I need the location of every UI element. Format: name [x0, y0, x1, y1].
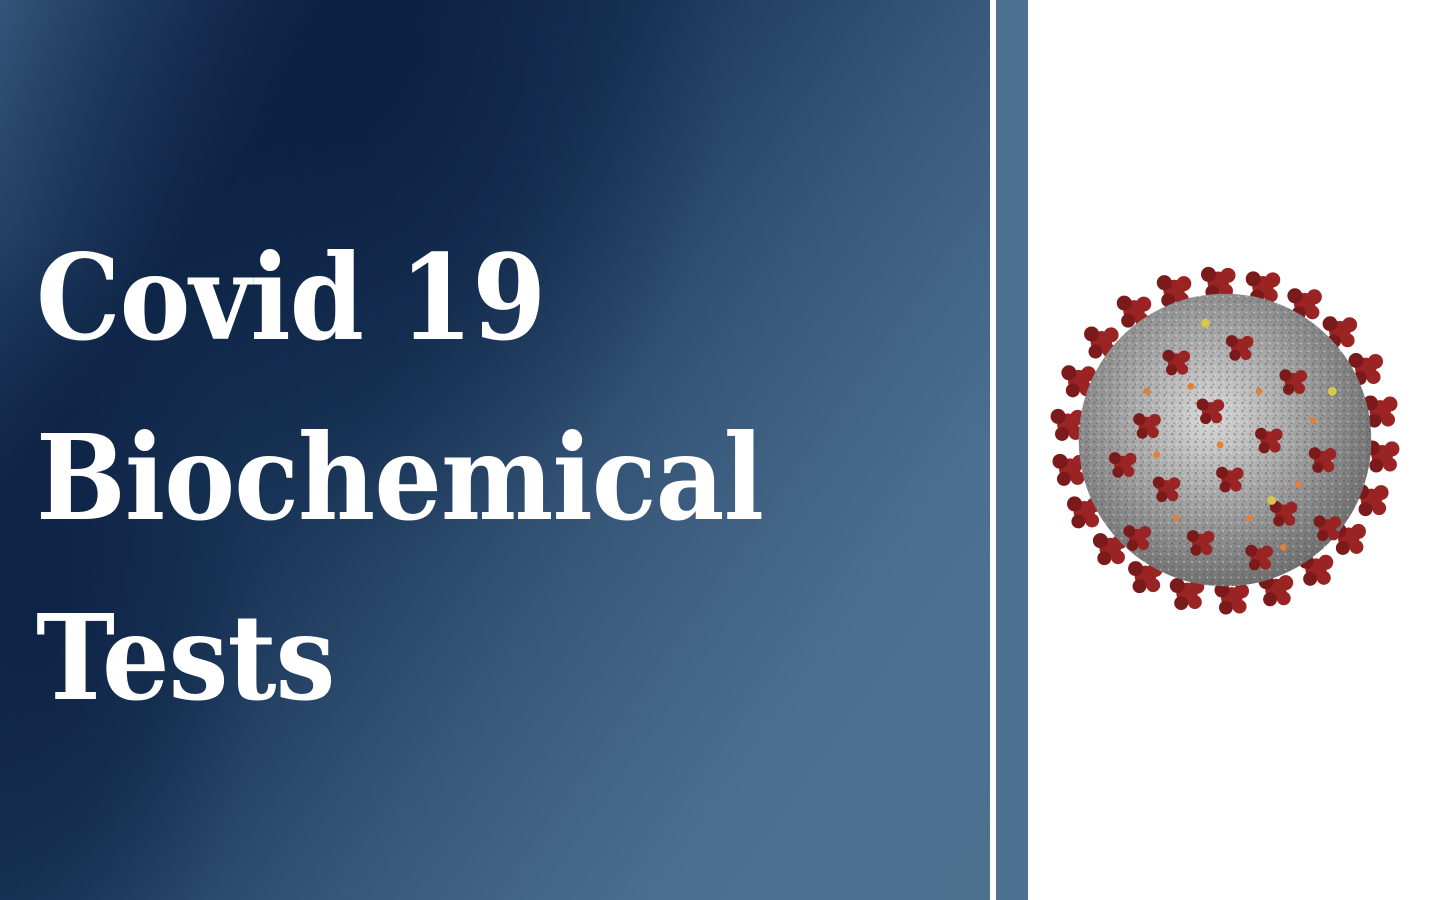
protein-dot-orange: [1255, 387, 1263, 395]
protein-dot-orange: [1294, 480, 1302, 488]
spike-inner: [1133, 413, 1161, 439]
coronavirus-icon: [1050, 266, 1400, 615]
protein-dot-orange: [1143, 387, 1151, 395]
spike-inner: [1245, 544, 1273, 571]
spike-inner: [1216, 466, 1244, 493]
protein-dot-yellow: [1267, 496, 1277, 505]
protein-dot-orange: [1245, 514, 1253, 522]
protein-dot-yellow: [1201, 318, 1210, 328]
divider-gap: [990, 0, 996, 900]
spike-inner: [1225, 335, 1254, 361]
spike-inner: [1186, 530, 1215, 556]
protein-dot-orange: [1187, 382, 1195, 390]
spike-inner: [1162, 349, 1191, 376]
protein-dot-orange: [1280, 543, 1287, 551]
spike-outer: [1052, 453, 1088, 486]
spike-inner: [1313, 515, 1342, 542]
spike-outer: [1214, 582, 1250, 615]
title-line-2: Biochemical: [36, 408, 764, 547]
protein-dot-orange: [1172, 514, 1180, 522]
protein-dots: [1143, 318, 1337, 551]
spike-outer: [1156, 275, 1192, 308]
spike-outer: [1258, 574, 1294, 607]
spike-inner: [1196, 398, 1225, 425]
title-line-1: Covid 19: [36, 228, 546, 367]
spike-outer: [1128, 561, 1163, 594]
spike-ring-outer: [1050, 266, 1400, 615]
spike-group-inner: [1108, 335, 1342, 571]
spike-inner: [1255, 427, 1283, 454]
spike-inner: [1152, 476, 1181, 503]
divider-bar: [996, 0, 1028, 900]
protein-dot-orange: [1153, 451, 1161, 459]
title-line-3: Tests: [36, 588, 335, 727]
protein-dot-orange: [1216, 441, 1224, 449]
spike-outer: [1067, 496, 1102, 529]
spike-outer: [1348, 352, 1383, 386]
slide-title: Covid 19 Biochemical Tests: [36, 208, 844, 748]
spike-outer: [1116, 295, 1152, 328]
spike-inner: [1308, 447, 1337, 473]
spike-outer: [1331, 522, 1366, 555]
spike-inner: [1108, 452, 1137, 478]
spike-outer: [1061, 365, 1096, 398]
spike-outer: [1287, 288, 1322, 321]
spike-inner: [1123, 525, 1152, 551]
spike-outer: [1084, 326, 1119, 359]
title-panel: [0, 0, 990, 900]
spike-inner: [1279, 369, 1308, 395]
virus-texture: [1078, 293, 1372, 587]
protein-dot-orange: [1309, 417, 1317, 424]
protein-dot-yellow: [1327, 386, 1337, 396]
